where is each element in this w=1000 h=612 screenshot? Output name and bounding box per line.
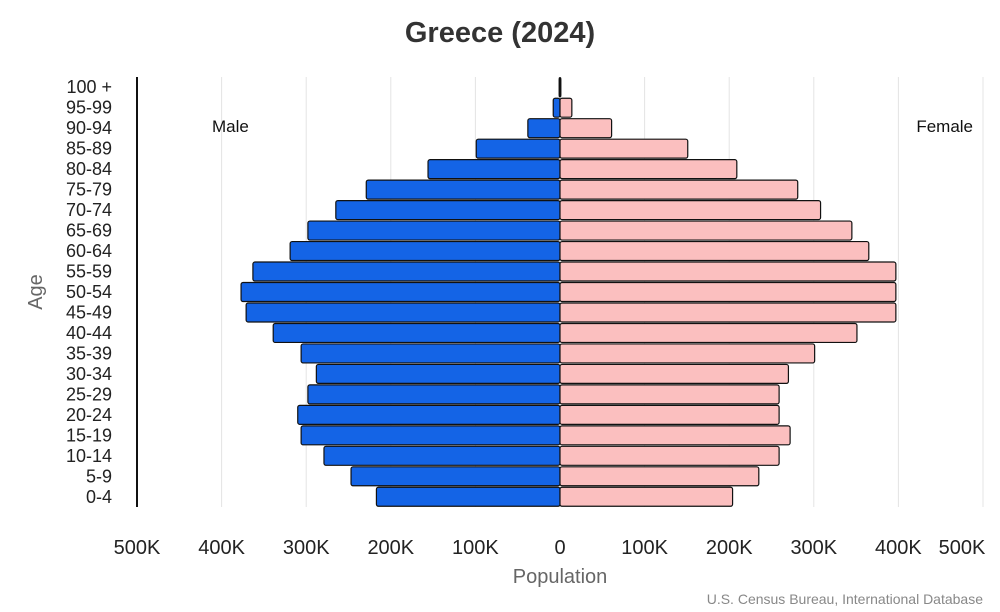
age-group-label: 40-44 (66, 323, 112, 343)
x-tick-label: 400K (875, 537, 922, 559)
bar-male-85-89 (475, 138, 561, 159)
bar-female-90-94 (559, 118, 613, 139)
bar-female-55-59 (559, 261, 897, 282)
bar-male-65-69 (307, 220, 561, 241)
age-group-label: 55-59 (66, 262, 112, 282)
bar-female-5-9 (559, 466, 760, 487)
bar-male-80-84 (427, 159, 561, 180)
age-group-label: 20-24 (66, 405, 112, 425)
bar-female-15-19 (559, 425, 791, 446)
y-axis-label: Age (25, 274, 47, 310)
bar-male-40-44 (272, 322, 561, 344)
bar-female-65-69 (559, 220, 853, 241)
age-group-label: 65-69 (66, 221, 112, 241)
bar-female-10-14 (559, 445, 780, 466)
age-group-label: 15-19 (66, 425, 112, 445)
x-tick-label: 500K (114, 537, 161, 559)
bar-female-50-54 (559, 281, 897, 303)
age-group-label: 60-64 (66, 241, 112, 261)
bar-male-15-19 (300, 425, 561, 446)
age-group-label: 5-9 (86, 466, 112, 486)
x-tick-label: 300K (283, 537, 330, 559)
bar-male-50-54 (240, 281, 561, 303)
x-tick-label: 200K (706, 537, 753, 559)
source-note: U.S. Census Bureau, International Databa… (707, 591, 983, 607)
age-group-label: 25-29 (66, 384, 112, 404)
bar-female-60-64 (559, 240, 870, 262)
bar-male-90-94 (527, 118, 561, 139)
x-tick-label: 100K (452, 537, 499, 559)
bar-female-75-79 (559, 179, 799, 200)
x-tick-label: 0 (554, 537, 565, 559)
x-tick-label: 400K (198, 537, 245, 559)
bar-male-95-99 (552, 97, 561, 118)
age-group-label: 75-79 (66, 180, 112, 200)
legend-female: Female (916, 117, 973, 136)
age-group-label: 80-84 (66, 159, 112, 179)
age-group-label: 95-99 (66, 98, 112, 118)
x-tick-label: 500K (939, 537, 986, 559)
bar-female-30-34 (559, 363, 790, 384)
bar-male-25-29 (307, 384, 561, 405)
x-tick-label: 200K (367, 537, 414, 559)
bar-female-0-4 (559, 486, 734, 507)
bar-female-95-99 (559, 97, 573, 118)
bar-female-35-39 (559, 343, 816, 364)
bar-female-80-84 (559, 159, 738, 180)
bar-female-40-44 (559, 322, 858, 344)
age-group-label: 10-14 (66, 446, 112, 466)
age-group-label: 45-49 (66, 302, 112, 322)
x-tick-label: 100K (621, 537, 668, 559)
bar-male-55-59 (252, 261, 561, 282)
age-group-label: 90-94 (66, 118, 112, 138)
bar-male-60-64 (289, 240, 561, 262)
age-group-label: 100 + (66, 77, 112, 97)
bar-female-100 (559, 77, 562, 98)
bar-female-45-49 (559, 302, 897, 323)
bar-male-0-4 (375, 486, 561, 507)
age-group-label: 50-54 (66, 282, 112, 302)
x-axis-label: Population (513, 566, 608, 588)
bar-male-30-34 (315, 363, 561, 384)
bar-male-5-9 (350, 466, 561, 487)
bar-male-45-49 (245, 302, 561, 323)
chart-title: Greece (2024) (405, 17, 595, 49)
bar-male-35-39 (300, 343, 561, 364)
age-group-label: 0-4 (86, 487, 112, 507)
age-group-label: 35-39 (66, 343, 112, 363)
x-tick-label: 300K (790, 537, 837, 559)
age-group-label: 85-89 (66, 139, 112, 159)
legend-male: Male (212, 117, 249, 136)
bar-male-20-24 (297, 404, 561, 425)
age-group-label: 30-34 (66, 364, 112, 384)
bar-male-10-14 (323, 445, 561, 466)
bar-female-85-89 (559, 138, 689, 159)
age-group-label: 70-74 (66, 200, 112, 220)
bar-female-20-24 (559, 404, 780, 425)
bar-female-70-74 (559, 200, 822, 221)
bar-male-75-79 (365, 179, 561, 200)
bar-male-70-74 (335, 200, 561, 221)
bar-female-25-29 (559, 384, 780, 405)
